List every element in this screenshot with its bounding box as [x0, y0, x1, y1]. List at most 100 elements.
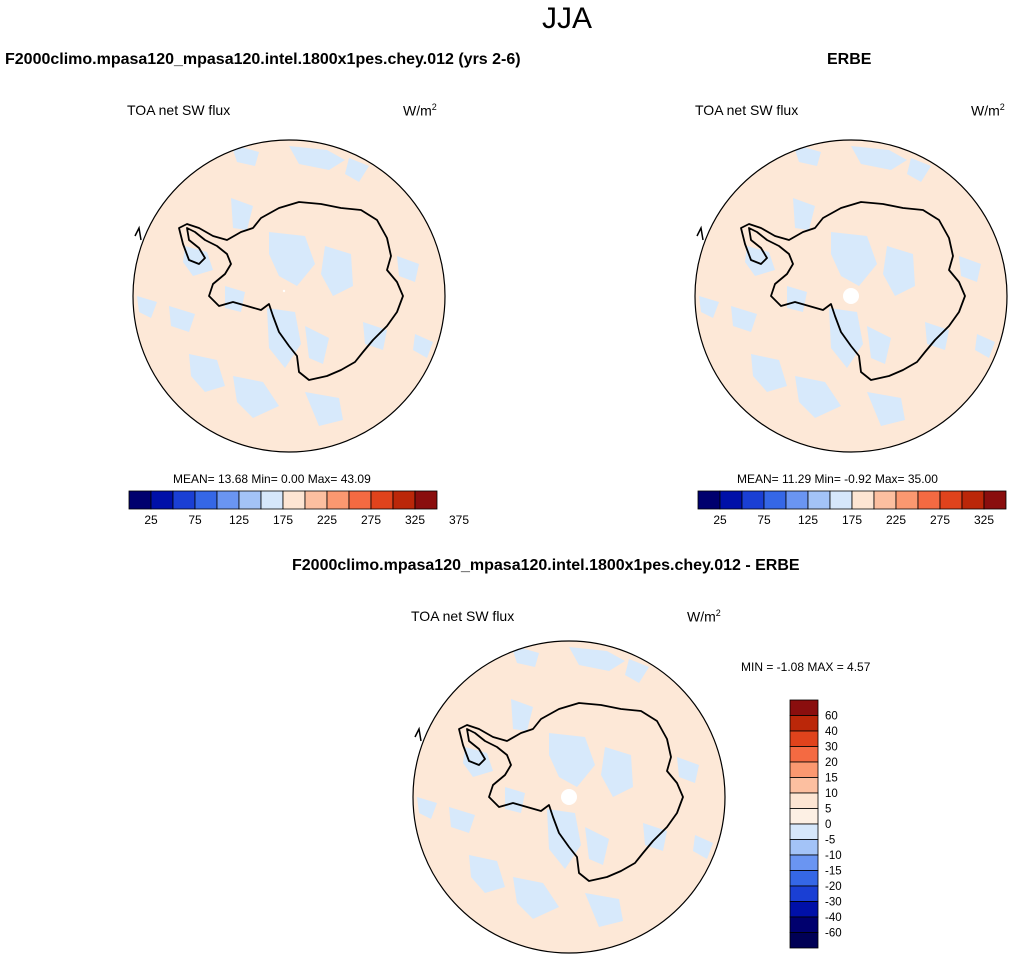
map1-field	[133, 140, 445, 452]
negative-anomaly-patch	[745, 246, 775, 276]
colorbar-box	[763, 490, 787, 510]
negative-anomaly-patch	[699, 296, 719, 318]
colorbar-box	[789, 746, 819, 763]
colorbar-tick-label: 225	[886, 513, 906, 527]
panel1-colorbar: 25 75 125 175 225 275 325 375	[128, 490, 469, 527]
colorbar-box	[260, 490, 284, 510]
panel1-variable: TOA net SW flux	[127, 102, 231, 118]
panel3-units-base: W/m	[687, 608, 716, 625]
colorbar-box	[150, 490, 174, 510]
colorbar-tick-label: 60	[825, 711, 838, 723]
negative-anomaly-patch	[867, 392, 905, 426]
colorbar-box	[172, 490, 196, 510]
panel1-units-exp: 2	[431, 102, 437, 112]
negative-anomaly-patch	[693, 835, 713, 859]
colorbar-box	[304, 490, 328, 510]
negative-anomaly-patch	[601, 747, 633, 797]
colorbar-box	[789, 854, 819, 871]
panel2-variable: TOA net SW flux	[695, 102, 799, 118]
colorbar-tick-label: 75	[757, 513, 771, 527]
panel1-stats: MEAN= 13.68 Min= 0.00 Max= 43.09	[173, 472, 371, 486]
colorbar-tick-label: -60	[825, 928, 842, 940]
negative-anomaly-patch	[975, 334, 995, 358]
negative-anomaly-patch	[569, 647, 625, 671]
negative-anomaly-patch	[549, 733, 595, 787]
colorbar-box	[961, 490, 985, 510]
negative-anomaly-patch	[795, 376, 841, 418]
colorbar-box	[697, 490, 721, 510]
colorbar-tick-label: 30	[825, 742, 838, 754]
panel2-title: ERBE	[827, 51, 872, 68]
negative-anomaly-patch	[233, 376, 279, 418]
colorbar-tick-label: 25	[713, 513, 727, 527]
colorbar-box	[789, 901, 819, 918]
south-america-tip-coastline	[414, 726, 422, 742]
colorbar-tick-label: 40	[825, 726, 838, 738]
colorbar-box	[282, 490, 306, 510]
antarctica-coastline	[178, 201, 404, 381]
colorbar-box	[414, 490, 438, 510]
negative-anomaly-patch	[793, 144, 821, 166]
colorbar-box	[789, 916, 819, 933]
antarctica-coastline	[458, 702, 684, 882]
colorbar-tick-label: -40	[825, 912, 842, 924]
negative-anomaly-patch	[883, 246, 915, 296]
colorbar-box	[785, 490, 809, 510]
south-america-tip-coastline	[134, 225, 142, 241]
panel2-stats: MEAN= 11.29 Min= -0.92 Max= 35.00	[737, 472, 938, 486]
negative-anomaly-patch	[831, 232, 877, 286]
negative-anomaly-patch	[959, 256, 981, 282]
colorbar-tick-label: 325	[974, 513, 994, 527]
map-boundary	[132, 139, 446, 453]
colorbar-tick-label: 15	[825, 773, 838, 785]
panel1-units-base: W/m	[403, 102, 432, 119]
negative-anomaly-patch	[269, 232, 315, 286]
negative-anomaly-patch	[793, 198, 815, 230]
negative-anomaly-patch	[183, 246, 213, 276]
negative-anomaly-patch	[787, 286, 807, 312]
pole-dot	[282, 289, 286, 293]
colorbar-tick-label: 275	[930, 513, 950, 527]
colorbar-box	[789, 699, 819, 716]
map-boundary	[412, 640, 726, 954]
negative-anomaly-patch	[585, 893, 623, 927]
negative-anomaly-patch	[925, 322, 949, 350]
missing-data-pole	[843, 288, 859, 304]
figure-title: JJA	[541, 2, 592, 35]
colorbar-box	[917, 490, 941, 510]
colorbar-box	[873, 490, 897, 510]
colorbar-box	[719, 490, 743, 510]
colorbar-tick-label: -10	[825, 850, 842, 862]
negative-anomaly-patch	[585, 827, 609, 865]
negative-anomaly-patch	[413, 334, 433, 358]
colorbar-tick-label: 125	[229, 513, 249, 527]
colorbar-tick-label: 325	[405, 513, 425, 527]
colorbar-tick-label: 10	[825, 788, 838, 800]
negative-anomaly-patch	[363, 322, 387, 350]
negative-anomaly-patch	[751, 354, 787, 392]
colorbar-box	[895, 490, 919, 510]
colorbar-tick-label: 20	[825, 757, 838, 769]
negative-anomaly-patch	[867, 326, 891, 364]
colorbar-box	[128, 490, 152, 510]
colorbar-tick-label: -30	[825, 897, 842, 909]
colorbar-box	[789, 808, 819, 825]
colorbar-tick-label: 175	[842, 513, 862, 527]
colorbar-tick-label: 25	[144, 513, 158, 527]
colorbar-box	[829, 490, 853, 510]
colorbar-box	[939, 490, 963, 510]
panel1-polar-map	[132, 139, 446, 453]
colorbar-box	[789, 715, 819, 732]
negative-anomaly-patch	[469, 855, 505, 893]
negative-anomaly-patch	[417, 797, 437, 819]
colorbar-box	[216, 490, 240, 510]
negative-anomaly-patch	[851, 146, 907, 170]
colorbar-box	[789, 932, 819, 949]
colorbar-box	[194, 490, 218, 510]
colorbar-box	[851, 490, 875, 510]
colorbar-box	[983, 490, 1007, 510]
panel3-stats: MIN = -1.08 MAX = 4.57	[741, 660, 871, 674]
negative-anomaly-patch	[305, 326, 329, 364]
negative-anomaly-patch	[625, 659, 649, 683]
